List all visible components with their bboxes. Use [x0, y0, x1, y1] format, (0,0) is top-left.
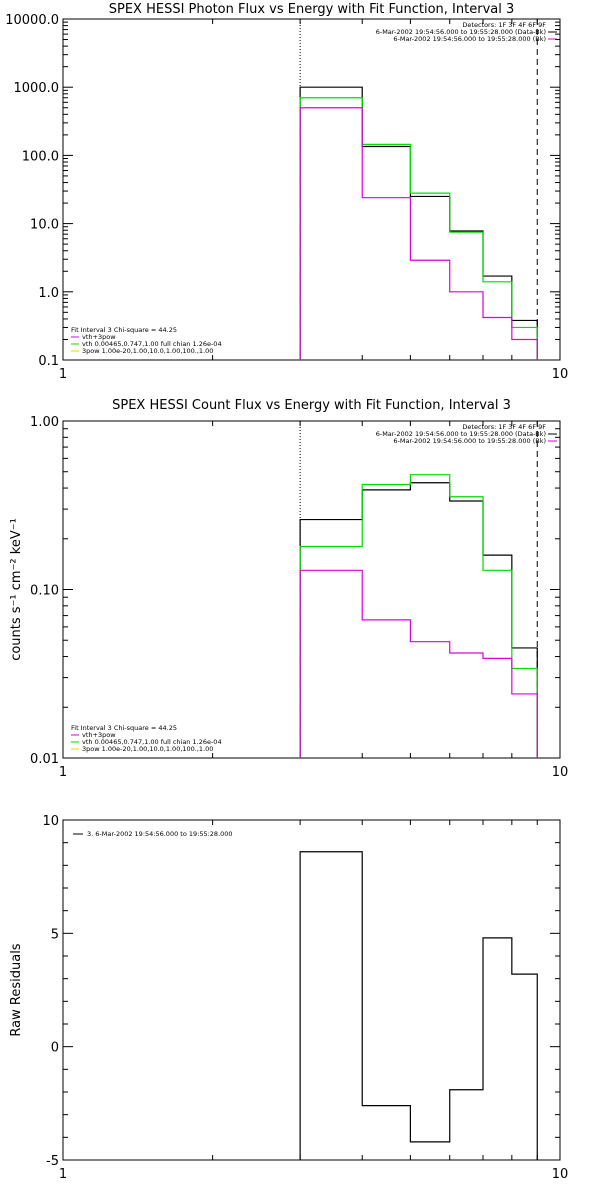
p1-fit-legend-heading: Fit Interval 3 Chi-square = 44.25 — [71, 724, 177, 732]
p0-y-tick-label: 1000.0 — [14, 81, 60, 96]
p0-y-tick-label: 0.1 — [38, 354, 59, 369]
p1-y-tick-label: 1.00 — [30, 415, 59, 430]
p2-series-0-steps — [299, 851, 538, 1160]
p2-y-tick-label: 5 — [51, 927, 59, 942]
p0-x-tick-label: 10 — [552, 367, 569, 382]
p0-chart-title: SPEX HESSI Photon Flux vs Energy with Fi… — [109, 2, 515, 17]
p0-series-2-steps — [299, 107, 538, 360]
p1-y-tick-label: 0.01 — [30, 752, 59, 767]
p1-header-line: 6-Mar-2002 19:54:56.000 to 19:55:28.000 … — [376, 430, 546, 438]
p0-header-line: 6-Mar-2002 19:54:56.000 to 19:55:28.000 … — [376, 28, 546, 36]
p2-y-tick-label: -5 — [46, 1154, 59, 1169]
count-flux-panel: SPEX HESSI Count Flux vs Energy with Fit… — [9, 398, 568, 780]
p2-x-tick-label: 1 — [59, 1167, 67, 1182]
p0-fit-legend-item: vth+3pow — [82, 333, 116, 341]
p0-y-tick-label: 10.0 — [30, 218, 59, 233]
p0-series-1-steps — [299, 97, 538, 360]
p2-x-tick-label: 10 — [552, 1167, 569, 1182]
p1-series-1-steps — [299, 474, 538, 758]
p0-series-0-steps — [299, 86, 538, 360]
p2-plot-frame — [62, 819, 561, 1161]
p0-plot-frame — [62, 18, 561, 361]
residuals-panel: 1 10 -5 0 5 10 Raw Residuals 3. 6-Mar-2002 19:5… — [9, 814, 568, 1182]
p1-x-tick-label: 10 — [552, 765, 569, 780]
p1-header-line: Detectors: 1F 3F 4F 6F 9F — [462, 423, 546, 431]
p1-series-2-steps — [299, 569, 538, 758]
p0-y-tick-label: 10000.0 — [5, 13, 59, 28]
p0-fit-legend-heading: Fit Interval 3 Chi-square = 44.25 — [71, 326, 177, 334]
p0-y-tick-label: 1.0 — [38, 286, 59, 301]
p1-fit-legend-item: 3pow 1.00e-20,1.00,10.0,1.00,100.,1.00 — [82, 745, 213, 753]
p1-x-tick-label: 1 — [59, 765, 67, 780]
p0-y-tick-label: 100.0 — [22, 149, 59, 164]
p2-y-axis-label: Raw Residuals — [9, 943, 24, 1036]
p2-legend-label: 3. 6-Mar-2002 19:54:56.000 to 19:55:28.0… — [87, 830, 233, 838]
p1-series-0-steps — [299, 482, 538, 758]
p0-x-tick-label: 1 — [59, 367, 67, 382]
photon-flux-panel: SPEX HESSI Photon Flux vs Energy with Fi… — [5, 2, 568, 382]
p1-fit-legend-item: vth 0.00465,0.747,1.00 full chian 1.26e-… — [82, 738, 222, 746]
p1-y-axis-label: counts s⁻¹ cm⁻² keV⁻¹ — [9, 518, 24, 661]
p0-fit-legend-item: vth 0.00465,0.747,1.00 full chian 1.26e-… — [82, 340, 222, 348]
p2-y-tick-label: 10 — [42, 814, 59, 829]
p1-chart-title: SPEX HESSI Count Flux vs Energy with Fit… — [112, 398, 511, 413]
p1-fit-legend-item: vth+3pow — [82, 731, 116, 739]
p0-header-line: 6-Mar-2002 19:54:56.000 to 19:55:28.000 … — [393, 35, 546, 43]
p2-y-tick-label: 0 — [51, 1041, 59, 1056]
p1-header-line: 6-Mar-2002 19:54:56.000 to 19:55:28.000 … — [393, 437, 546, 445]
p1-plot-frame — [62, 420, 561, 759]
p1-y-tick-label: 0.10 — [30, 584, 59, 599]
p0-fit-legend-item: 3pow 1.00e-20,1.00,10.0,1.00,100.,1.00 — [82, 347, 213, 355]
p0-header-line: Detectors: 1F 3F 4F 6F 9F — [462, 21, 546, 29]
